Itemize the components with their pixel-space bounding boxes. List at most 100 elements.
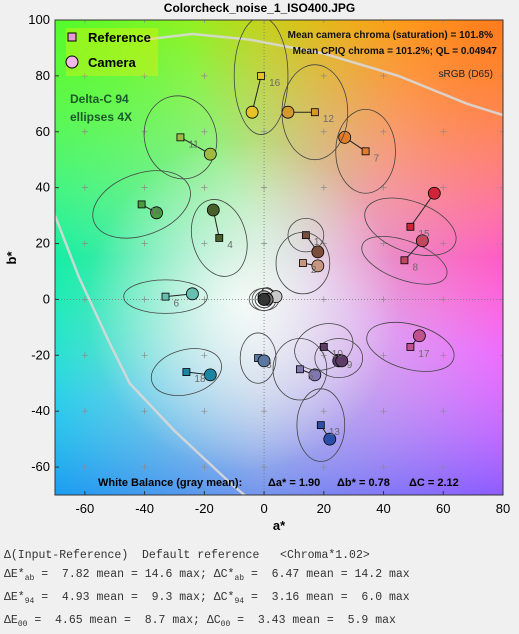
reference-point	[406, 222, 415, 231]
camera-point	[415, 234, 429, 248]
delta-c-ellipse	[335, 109, 396, 194]
gamut-line-top	[144, 32, 503, 117]
grid-cross	[201, 20, 208, 23]
grid-cross	[81, 184, 88, 191]
reference-point	[406, 343, 415, 351]
wb-delta-a: Δa* = 1.90	[268, 477, 320, 489]
grid-cross	[141, 184, 148, 191]
grid-cross	[440, 128, 447, 135]
delta-c-ellipse	[296, 388, 346, 462]
gamut-line-left	[55, 215, 247, 495]
patch-number-label: 5	[308, 371, 314, 382]
patch-number-label: 10	[332, 349, 344, 360]
y-tick-label: 100	[28, 12, 50, 27]
patch-number-label: 11	[188, 139, 199, 150]
reference-point	[257, 71, 265, 80]
y-axis-label: b*	[4, 251, 19, 265]
patch-18: 18	[150, 348, 222, 396]
grid-cross	[141, 296, 148, 303]
reference-point	[296, 365, 304, 374]
grid-cross	[380, 296, 387, 303]
grid-cross	[380, 408, 387, 415]
patch-15: 15	[364, 186, 457, 256]
grid-cross	[500, 352, 503, 359]
camera-point	[427, 186, 441, 200]
reference-point	[316, 421, 325, 430]
grid-cross	[500, 240, 503, 247]
y-tick-label: -40	[31, 403, 50, 418]
patch-1: 1	[287, 217, 325, 259]
grid-cross	[81, 72, 88, 79]
patch-number-label: 3	[266, 360, 272, 371]
stats-row-94: ΔE*94 = 4.93 mean = 9.3 max; ΔC*94 = 3.1…	[4, 591, 410, 606]
plot-frame	[54, 19, 504, 496]
grid-cross	[201, 184, 208, 191]
legend-reference-label: Reference	[88, 30, 151, 45]
x-tick-label: -40	[135, 501, 154, 516]
delta-c-ellipse	[364, 197, 457, 256]
axis-ticks: -60 -40 -20 0 20 40 60 80 -60 -40 -20 0 20 40 60 80 100	[28, 12, 510, 516]
reference-point	[400, 256, 409, 265]
grid-cross	[201, 352, 208, 359]
camera-point	[311, 245, 325, 259]
reference-point	[310, 108, 319, 117]
patch-gray-23	[257, 293, 271, 306]
patch-number-label: 18	[194, 374, 206, 385]
patch-number-label: 16	[269, 78, 281, 89]
grid-cross	[261, 184, 268, 191]
stats-row-00: ΔE00 = 4.65 mean = 8.7 max; ΔC00 = 3.43 …	[4, 614, 396, 629]
srgb-gamut-boundary	[55, 32, 503, 495]
patch-6: 6	[123, 279, 208, 314]
grid-cross	[500, 296, 503, 303]
patch-number-label: 4	[227, 240, 233, 251]
grid-cross	[141, 72, 148, 79]
cpiq-note: Mean CPIQ chroma = 101.2%; QL = 0.04947	[293, 46, 498, 57]
delta-c-ellipse	[275, 231, 331, 295]
reference-point	[176, 133, 185, 142]
patch-11: 11	[143, 95, 218, 180]
y-tick-label: 80	[36, 68, 50, 83]
patch-number-label: 2	[311, 265, 317, 276]
ellipse-note-line1: Delta-C 94	[70, 92, 129, 106]
patch-3: 3	[239, 332, 277, 384]
grid-cross	[500, 72, 503, 79]
x-axis-label: a*	[273, 518, 286, 533]
grid-cross	[201, 240, 208, 247]
grid-cross	[261, 464, 268, 471]
plot-background	[55, 20, 503, 495]
grid-cross	[81, 240, 88, 247]
grid-cross	[81, 408, 88, 415]
grid-cross	[81, 352, 88, 359]
delta-c-ellipse	[239, 332, 277, 384]
patch-number-label: 1	[314, 237, 320, 248]
camera-point	[245, 105, 259, 119]
patch-13: 13	[296, 388, 346, 462]
wb-delta-b: Δb* = 0.78	[337, 477, 390, 489]
delta-c-ellipse	[314, 338, 364, 379]
delta-c-ellipse	[366, 322, 455, 372]
delta-c-ellipse	[294, 323, 354, 371]
patch-2: 2	[275, 231, 331, 295]
camera-point	[335, 354, 349, 368]
x-tick-label: 60	[436, 501, 450, 516]
legend-camera-marker	[65, 55, 79, 69]
patch-4: 4	[190, 199, 248, 277]
patch-number-label: 7	[374, 153, 380, 164]
y-tick-label: 40	[36, 180, 50, 195]
camera-point	[185, 287, 199, 301]
grid-cross	[320, 296, 327, 303]
grid-cross	[440, 352, 447, 359]
y-tick-label: -20	[31, 347, 50, 362]
grid-cross	[500, 128, 503, 135]
patch-number-label: 9	[347, 360, 353, 371]
patch-8: 8	[361, 234, 448, 285]
reference-point	[319, 343, 328, 351]
patch-16: 16	[233, 20, 289, 135]
camera-point	[203, 147, 217, 161]
figure-title: Colorcheck_noise_1_ISO400.JPG	[163, 1, 356, 15]
camera-point	[323, 432, 337, 446]
grid-cross	[320, 408, 327, 415]
stats-row-ab: ΔE*ab = 7.82 mean = 14.6 max; ΔC*ab = 6.…	[4, 568, 410, 583]
grid-cross	[141, 408, 148, 415]
